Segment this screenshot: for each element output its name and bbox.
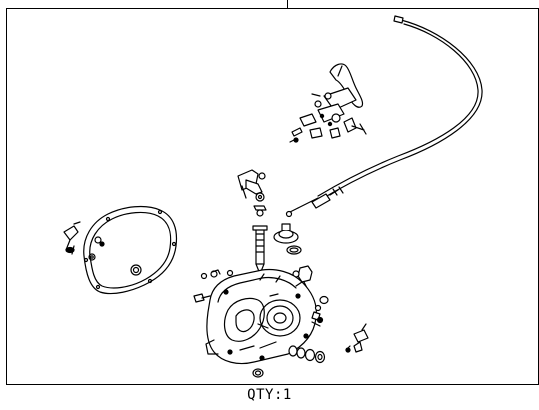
clutch-cover-gasket <box>83 205 178 295</box>
breather-fitting <box>345 323 369 353</box>
oil-seals-and-washers <box>288 295 329 364</box>
quantity-label: QTY:1 <box>247 387 292 403</box>
clutch-cable <box>285 15 483 218</box>
frame-top-tick <box>287 0 288 8</box>
clutch-lever-assembly <box>289 63 367 143</box>
cover-bolts <box>193 269 264 378</box>
dipstick-and-small-parts <box>63 221 105 261</box>
clutch-cover <box>205 268 317 365</box>
release-lever-parts <box>237 169 268 275</box>
